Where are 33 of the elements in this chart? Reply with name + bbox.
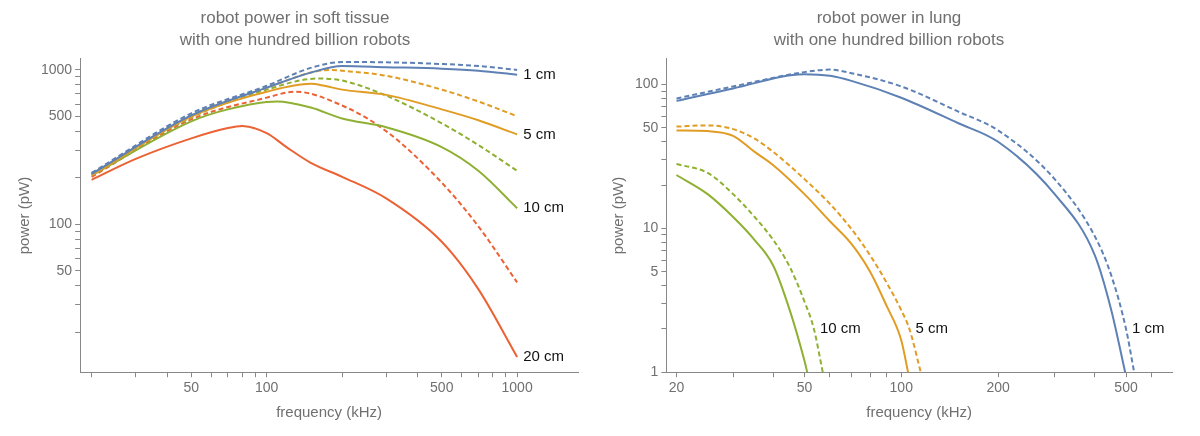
annotation: 5 cm [523, 124, 556, 142]
x-tick-label: 1000 [501, 379, 533, 396]
annotation: 1 cm [523, 64, 556, 82]
x-tick-label: 100 [254, 379, 279, 396]
x-tick-label: 20 [668, 379, 685, 396]
x-tick-label: 500 [430, 379, 454, 396]
y-tick-label: 10 [642, 219, 659, 236]
x-tick-label: 500 [1114, 379, 1138, 396]
x-tick-label: 200 [986, 379, 1010, 396]
x-tick-label: 100 [889, 379, 914, 396]
y-tick-label: 1000 [40, 60, 73, 77]
chart-title: robot power in lung [816, 7, 962, 27]
y-tick-label: 50 [642, 118, 659, 135]
chart-subtitle: with one hundred billion robots [178, 30, 411, 50]
x-tick-label: 50 [183, 379, 200, 396]
y-axis-title: power (pW) [15, 176, 33, 255]
chart-subtitle: with one hundred billion robots [772, 30, 1005, 50]
annotation: 10 cm [819, 319, 861, 337]
y-tick-label: 5 [650, 262, 659, 279]
x-tick-label: 50 [796, 379, 813, 396]
y-tick-label: 500 [48, 107, 73, 124]
annotation: 20 cm [523, 347, 564, 365]
y-tick-label: 50 [56, 261, 73, 278]
x-axis-title: frequency (kHz) [866, 403, 973, 421]
annotation: 1 cm [1132, 319, 1165, 337]
chart-title: robot power in soft tissue [200, 7, 390, 27]
annotation: 10 cm [523, 198, 564, 216]
y-tick-label: 1 [650, 363, 659, 380]
y-tick-label: 100 [635, 75, 659, 92]
y-axis-title: power (pW) [609, 176, 627, 255]
x-axis-title: frequency (kHz) [276, 403, 383, 421]
annotation: 5 cm [915, 319, 948, 337]
y-tick-label: 100 [48, 215, 73, 232]
